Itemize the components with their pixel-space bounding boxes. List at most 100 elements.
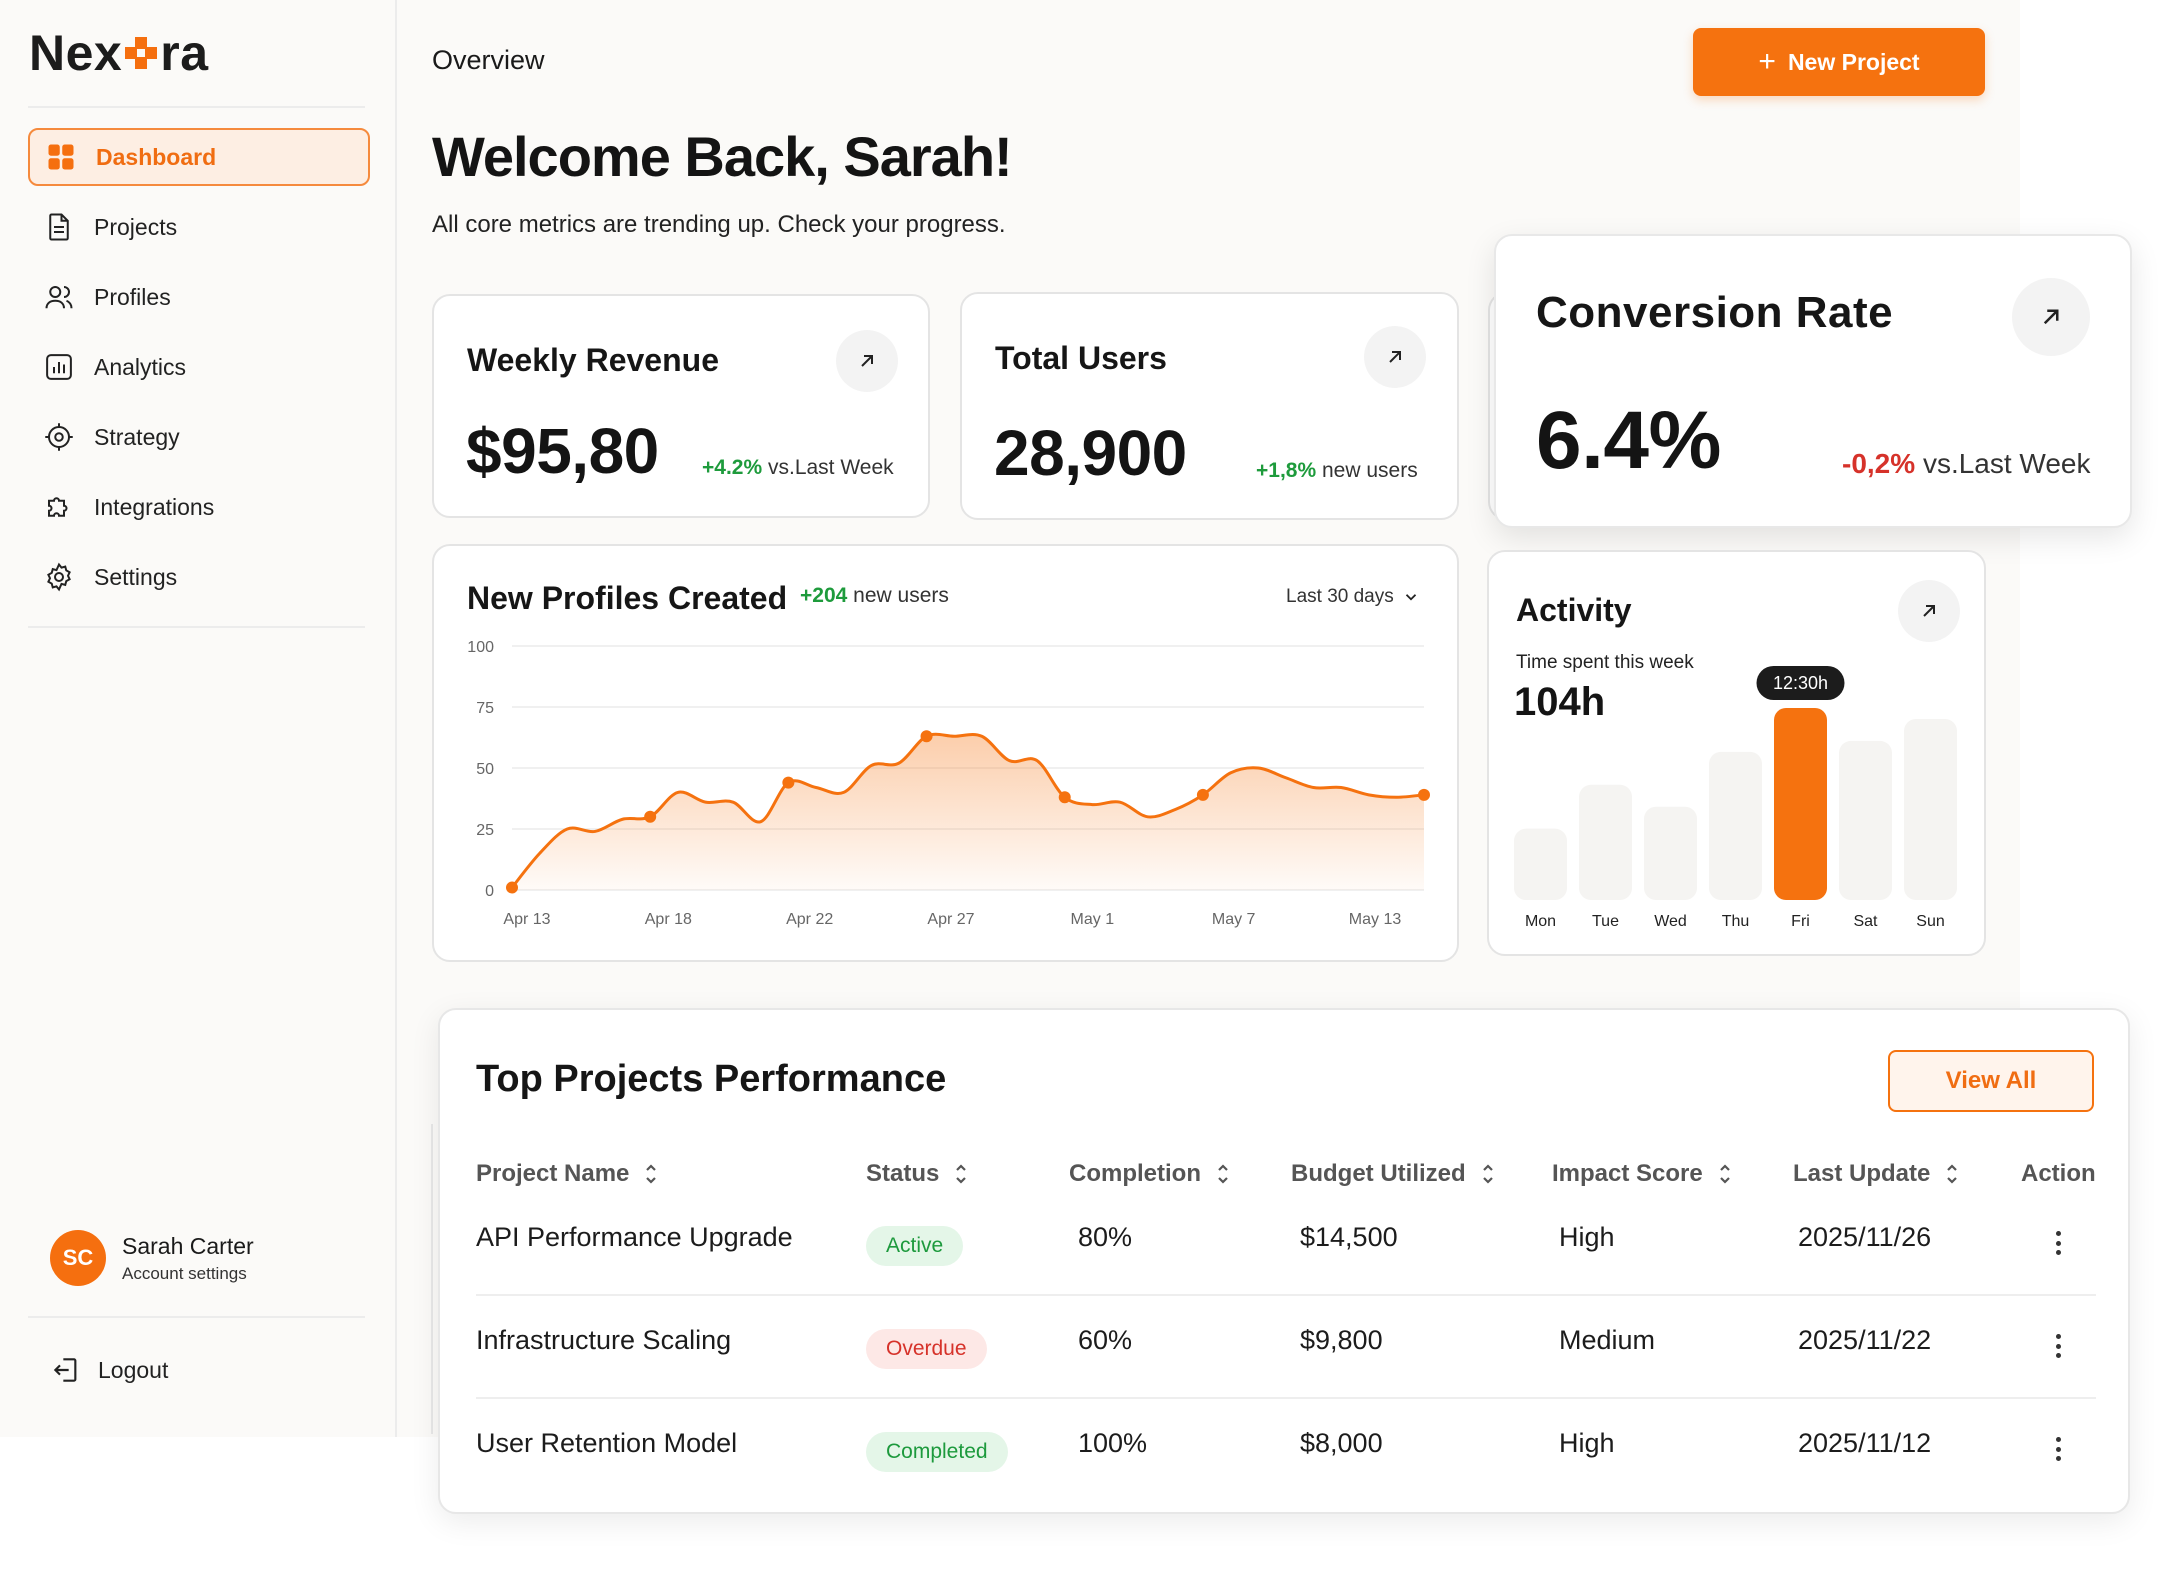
- row-actions-menu-icon[interactable]: [2048, 1228, 2068, 1258]
- sort-icon: [646, 1164, 657, 1184]
- kpi-delta: +4.2% vs.Last Week: [702, 456, 894, 480]
- profiles-chart-card: New Profiles Created +204 new users Last…: [432, 544, 1459, 962]
- logo-text-left: Nex: [29, 25, 123, 81]
- bar-tooltip-text: 12:30h: [1773, 673, 1828, 693]
- row-divider: [476, 1294, 2096, 1296]
- page-subtitle: All core metrics are trending up. Check …: [432, 211, 1006, 238]
- y-tick-label: 25: [476, 822, 494, 839]
- y-tick-label: 100: [467, 639, 494, 656]
- column-header-project-name[interactable]: Project Name: [476, 1160, 659, 1188]
- kpi-title: Conversion Rate: [1536, 288, 1894, 337]
- data-point: [644, 810, 657, 823]
- day-label: Mon: [1525, 913, 1556, 930]
- sidebar-item-analytics[interactable]: Analytics: [28, 338, 370, 396]
- open-total-users-button[interactable]: [1364, 326, 1426, 388]
- logout-icon: [53, 1358, 77, 1382]
- dashboard-grid-icon: [48, 144, 74, 170]
- column-header-last-update[interactable]: Last Update: [1793, 1160, 1960, 1188]
- sidebar-item-dashboard[interactable]: Dashboard: [28, 128, 370, 186]
- x-tick-label: Apr 18: [645, 911, 692, 928]
- open-activity-button[interactable]: [1898, 580, 1960, 642]
- table-title: Top Projects Performance: [476, 1058, 947, 1100]
- day-label: Thu: [1722, 913, 1750, 930]
- bar: [1904, 718, 1957, 900]
- sidebar-item-projects[interactable]: Projects: [28, 198, 370, 256]
- sort-icon: [1218, 1164, 1228, 1184]
- arrow-up-right-icon: [1389, 351, 1401, 363]
- kpi-delta-text: vs.Last Week: [767, 456, 894, 479]
- column-header-label: Action: [2021, 1160, 2096, 1187]
- kpi-delta-value: +1,8%: [1256, 459, 1317, 482]
- impact-value: High: [1559, 1428, 1615, 1458]
- column-header-completion[interactable]: Completion: [1069, 1160, 1231, 1188]
- chevron-down-icon: [1405, 594, 1416, 601]
- plus-icon: +: [1758, 45, 1776, 78]
- row-actions-menu-icon[interactable]: [2048, 1434, 2068, 1464]
- avatar: SC: [50, 1230, 106, 1286]
- budget-value: $9,800: [1300, 1325, 1383, 1355]
- project-name: Infrastructure Scaling: [476, 1325, 732, 1355]
- top-projects-card: Top Projects Performance View All Projec…: [438, 1008, 2130, 1514]
- kpi-card-conversion-rate: Conversion Rate 6.4% -0,2% vs.Last Week: [1494, 234, 2132, 528]
- last-update-value: 2025/11/12: [1798, 1428, 1932, 1458]
- sidebar-item-integrations[interactable]: Integrations: [28, 478, 370, 536]
- row-actions-menu-icon[interactable]: [2048, 1331, 2068, 1361]
- completion-value: 80%: [1078, 1222, 1133, 1252]
- open-weekly-revenue-button[interactable]: [836, 330, 898, 392]
- sidebar-divider: [28, 626, 365, 628]
- account-settings-link[interactable]: Account settings: [122, 1263, 247, 1283]
- kpi-value: 28,900: [994, 417, 1187, 489]
- document-icon: [49, 213, 69, 241]
- chart-delta-value: +204: [800, 584, 848, 607]
- chart-title: New Profiles Created: [467, 580, 788, 616]
- sidebar-item-profiles[interactable]: Profiles: [28, 268, 370, 326]
- data-point: [1418, 788, 1430, 801]
- column-header-impact-score[interactable]: Impact Score: [1552, 1160, 1733, 1188]
- logout-button[interactable]: Logout: [50, 1354, 168, 1386]
- kpi-delta-value: -0,2%: [1842, 448, 1916, 479]
- content-divider: [431, 1124, 433, 1434]
- day-label: Sun: [1916, 913, 1944, 930]
- column-header-budget-utilized[interactable]: Budget Utilized: [1291, 1160, 1496, 1188]
- gear-icon: [47, 562, 71, 592]
- last-update-value: 2025/11/26: [1798, 1222, 1932, 1252]
- new-project-label: New Project: [1787, 48, 1920, 75]
- series-line: [510, 732, 1425, 889]
- column-header-label: Impact Score: [1552, 1160, 1703, 1187]
- open-conversion-rate-button[interactable]: [2012, 278, 2090, 356]
- kpi-delta-value: +4.2%: [702, 456, 763, 479]
- sidebar-item-settings[interactable]: Settings: [28, 548, 370, 606]
- sort-icon: [1947, 1164, 1958, 1184]
- project-name: User Retention Model: [476, 1428, 738, 1458]
- sort-icon: [956, 1164, 967, 1184]
- user-profile[interactable]: SC Sarah Carter Account settings: [50, 1230, 254, 1286]
- impact-value: High: [1559, 1222, 1615, 1252]
- arrow-up-right-icon: [2043, 309, 2059, 325]
- date-range-select[interactable]: Last 30 days: [1286, 586, 1420, 608]
- sidebar-item-label: Strategy: [94, 423, 180, 450]
- data-point: [782, 776, 795, 789]
- activity-card: Activity Time spent this week 104h Mon Tu…: [1487, 550, 1986, 956]
- sidebar-item-strategy[interactable]: Strategy: [28, 408, 370, 466]
- last-update-value: 2025/11/22: [1798, 1325, 1932, 1355]
- data-point: [920, 730, 933, 743]
- kpi-delta-text: vs.Last Week: [1922, 448, 2091, 479]
- column-header-action: Action: [2021, 1160, 2096, 1188]
- sidebar-item-label: Profiles: [94, 283, 171, 310]
- kpi-delta: +1,8% new users: [1256, 459, 1418, 483]
- new-project-button[interactable]: + New Project: [1693, 28, 1985, 96]
- row-divider: [476, 1397, 2096, 1399]
- logout-label: Logout: [98, 1356, 169, 1383]
- column-header-label: Project Name: [476, 1160, 630, 1187]
- profiles-area-chart: 100 75 50 25 0 Apr 13 Apr 18 Apr 22 Apr 27 May 1 M…: [467, 639, 1430, 928]
- day-label: Wed: [1654, 913, 1687, 930]
- x-tick-label: Apr 13: [503, 911, 550, 928]
- data-point: [1196, 788, 1209, 801]
- brand-logo[interactable]: Nex ra: [29, 24, 209, 82]
- date-range-label: Last 30 days: [1286, 586, 1394, 607]
- x-tick-label: May 13: [1349, 911, 1402, 928]
- kpi-delta-text: new users: [1321, 459, 1418, 482]
- view-all-button[interactable]: View All: [1888, 1050, 2094, 1112]
- column-header-status[interactable]: Status: [866, 1160, 969, 1188]
- column-header-label: Completion: [1069, 1160, 1201, 1187]
